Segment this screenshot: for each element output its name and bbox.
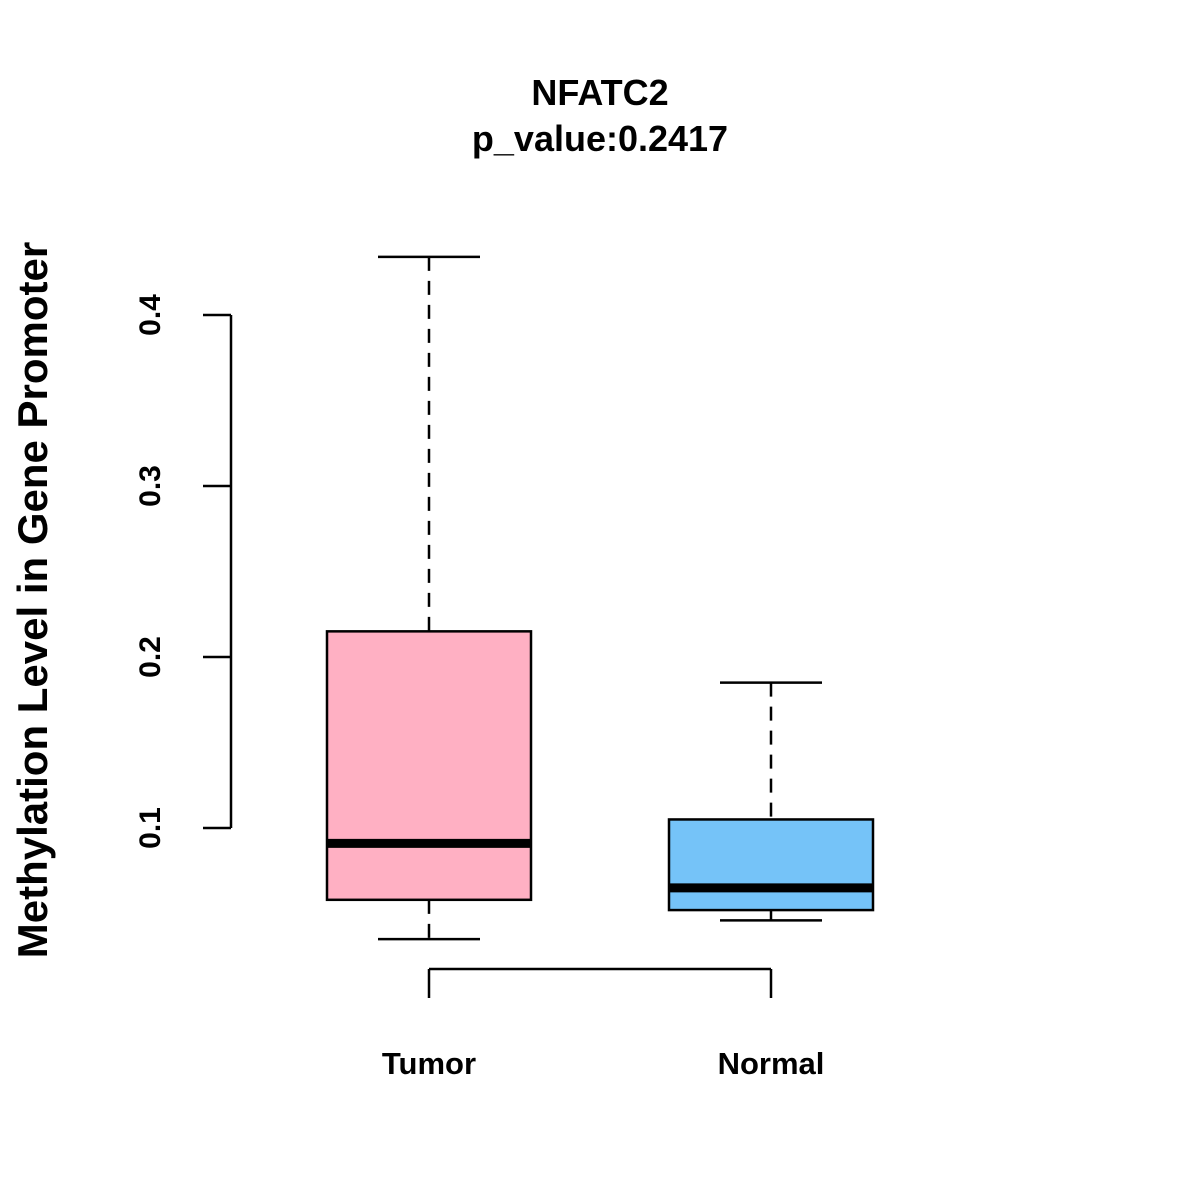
chart-title: NFATC2 [531, 72, 668, 113]
y-tick-label: 0.4 [134, 294, 167, 336]
y-tick-label: 0.3 [134, 465, 167, 507]
box-normal [667, 818, 875, 912]
y-tick-label: 0.2 [134, 636, 167, 678]
x-tick-label: Tumor [382, 1046, 476, 1081]
y-axis-label: Methylation Level in Gene Promoter [9, 242, 56, 958]
chart-subtitle: p_value:0.2417 [472, 118, 728, 159]
y-tick-label: 0.1 [134, 807, 167, 849]
box-tumor [325, 630, 533, 902]
x-tick-label: Normal [718, 1046, 825, 1081]
